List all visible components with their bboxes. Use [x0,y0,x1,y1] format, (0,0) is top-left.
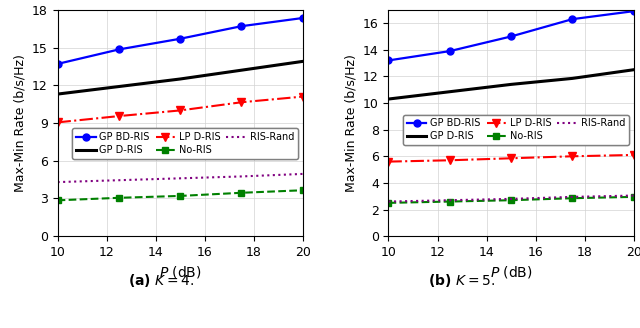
Text: $\mathbf{(b)}$: $\mathbf{(b)}$ [428,272,451,289]
X-axis label: $P$ (dB): $P$ (dB) [490,264,532,280]
Text: $K=5.$: $K=5.$ [451,274,495,288]
Legend: GP BD-RIS, GP D-RIS, LP D-RIS, No-RIS, RIS-Rand: GP BD-RIS, GP D-RIS, LP D-RIS, No-RIS, R… [72,128,298,159]
X-axis label: $P$ (dB): $P$ (dB) [159,264,202,280]
Y-axis label: Max-Min Rate (b/s/Hz): Max-Min Rate (b/s/Hz) [13,54,26,192]
Text: $\mathbf{(a)}$: $\mathbf{(a)}$ [127,272,150,289]
Text: $K=4.$: $K=4.$ [150,274,195,288]
Legend: GP BD-RIS, GP D-RIS, LP D-RIS, No-RIS, RIS-Rand: GP BD-RIS, GP D-RIS, LP D-RIS, No-RIS, R… [403,114,629,145]
Y-axis label: Max-Min Rate (b/s/Hz): Max-Min Rate (b/s/Hz) [344,54,357,192]
